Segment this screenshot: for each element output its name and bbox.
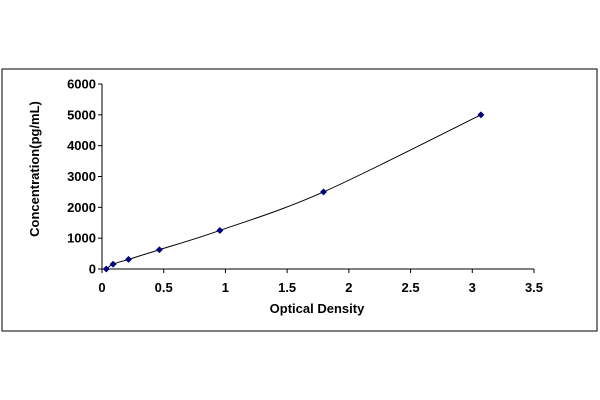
plot-area: 0 1000 2000 3000 4000 5000 6000 0 0.5 1 1.5 2 2.5 3 3.… xyxy=(67,77,543,296)
data-point xyxy=(216,226,224,235)
data-point xyxy=(124,255,133,263)
x-tick-label: 0 xyxy=(98,280,105,295)
data-point xyxy=(109,260,117,268)
data-point xyxy=(319,188,328,196)
y-tick-label: 3000 xyxy=(67,169,96,184)
y-tick-label: 6000 xyxy=(67,77,96,92)
y-tick-label: 1000 xyxy=(67,231,96,246)
x-tick-label: 3 xyxy=(469,280,476,295)
x-tick-label: 1 xyxy=(222,280,229,295)
x-tick-label: 1.5 xyxy=(278,280,296,295)
x-axis-title: Optical Density xyxy=(270,301,365,316)
y-tick-label: 5000 xyxy=(67,107,96,122)
x-tick-label: 2 xyxy=(345,280,352,295)
y-tick-label: 2000 xyxy=(67,200,96,215)
y-tick-label: 0 xyxy=(89,262,96,277)
data-point xyxy=(477,111,485,119)
data-point xyxy=(102,265,110,273)
y-axis-title: Concentration(pg/mL) xyxy=(27,101,42,237)
x-tick-label: 3.5 xyxy=(525,280,543,295)
x-tick-label: 2.5 xyxy=(402,280,420,295)
data-point xyxy=(155,246,163,254)
chart-area-frame xyxy=(1,68,598,332)
y-tick-label: 4000 xyxy=(67,138,96,153)
x-tick-label: 0.5 xyxy=(155,280,173,295)
